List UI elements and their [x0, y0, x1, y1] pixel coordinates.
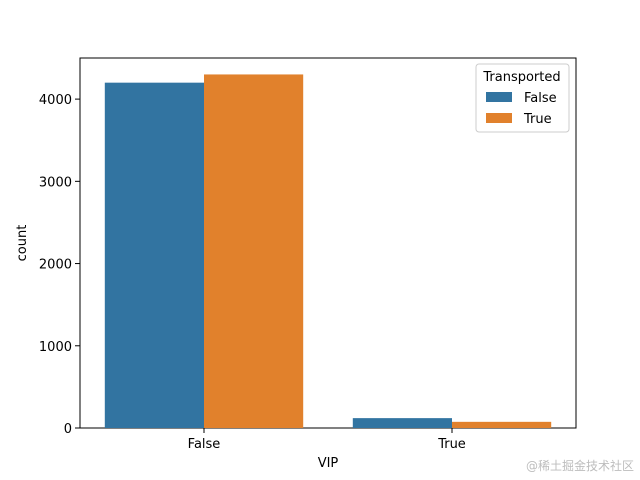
y-tick-label: 3000: [39, 175, 72, 190]
y-axis-label: count: [15, 225, 30, 262]
legend: Transported False True: [475, 63, 570, 133]
legend-label-true: True: [523, 112, 552, 127]
x-axis-label: VIP: [318, 456, 339, 471]
y-tick-label: 1000: [39, 340, 72, 355]
plot-frame: [79, 57, 577, 429]
y-tick-label: 2000: [39, 258, 72, 273]
watermark: @稀土掘金技术社区: [525, 459, 634, 473]
bar-true-true: [452, 421, 552, 428]
x-tick-label: False: [188, 437, 221, 452]
legend-swatch-true: [486, 113, 512, 123]
legend-label-false: False: [524, 91, 557, 106]
legend-title: Transported: [482, 70, 560, 85]
legend-swatch-false: [486, 92, 512, 102]
bar-false-true: [204, 74, 304, 428]
bar-false-false: [104, 82, 204, 429]
y-tick-label: 0: [64, 422, 72, 437]
bar-true-false: [352, 418, 452, 428]
x-tick-label: True: [437, 437, 466, 452]
y-tick-label: 4000: [39, 93, 72, 108]
